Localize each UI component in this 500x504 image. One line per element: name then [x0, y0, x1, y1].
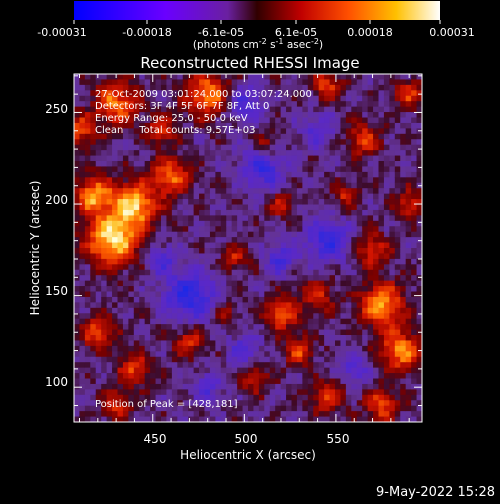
annotation-detectors: Detectors: 3F 4F 5F 6F 7F 8F, Att 0 [95, 101, 269, 112]
y-axis-label: Heliocentric Y (arcsec) [28, 181, 42, 316]
colorbar-tick-4: 0.00018 [347, 26, 393, 39]
y-tick-150: 150 [45, 284, 68, 298]
annotation-clean: Clean Total counts: 9.57E+03 [95, 125, 255, 136]
colorbar-tick-2: -6.1e-05 [198, 26, 244, 39]
colorbar-unit: (photons cm-2 s-1 asec-2) [193, 37, 323, 51]
x-tick-500: 500 [235, 432, 258, 446]
x-tick-550: 550 [327, 432, 350, 446]
colorbar-tick-0: -0.00031 [37, 26, 86, 39]
x-axis-label: Heliocentric X (arcsec) [180, 448, 316, 462]
footer-date: 9-May-2022 15:28 [376, 485, 495, 500]
colorbar-tick-1: -0.00018 [122, 26, 171, 39]
colorbar-tick-3: 6.1e-05 [275, 26, 317, 39]
heatmap-image [74, 74, 422, 422]
colorbar [74, 1, 440, 20]
y-tick-100: 100 [45, 375, 68, 389]
plot-frame [73, 73, 423, 423]
axis-ticks [74, 74, 422, 422]
y-tick-250: 250 [45, 102, 68, 116]
y-tick-200: 200 [45, 193, 68, 207]
annotation-energy: Energy Range: 25.0 - 50.0 keV [95, 113, 248, 124]
annotation-time: 27-Oct-2009 03:01:24.000 to 03:07:24.000 [95, 89, 312, 100]
chart-title: Reconstructed RHESSI Image [140, 54, 359, 72]
colorbar-ticks [73, 20, 441, 24]
peak-position-label: Position of Peak = [428,181] [95, 399, 238, 410]
x-tick-450: 450 [144, 432, 167, 446]
colorbar-tick-5: 0.00031 [429, 26, 475, 39]
